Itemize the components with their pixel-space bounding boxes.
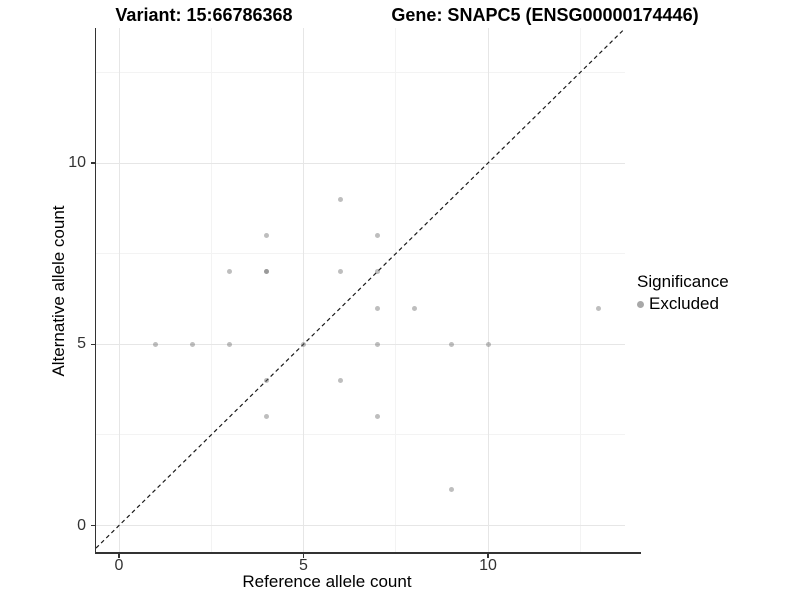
data-point (264, 269, 270, 275)
data-point (264, 414, 270, 420)
gridline-y-major (96, 525, 625, 526)
gridline-x-major (487, 28, 489, 552)
data-point (337, 196, 343, 202)
legend: Significance Excluded (637, 272, 729, 314)
x-tick-mark (302, 553, 305, 558)
y-tick-label: 0 (77, 516, 86, 534)
data-point (190, 341, 196, 347)
legend-title: Significance (637, 272, 729, 291)
data-point (485, 341, 491, 347)
legend-item-label: Excluded (649, 294, 719, 313)
gridline-x-major (118, 28, 120, 552)
x-axis-line (94, 552, 641, 554)
data-point (227, 341, 233, 347)
data-point (264, 378, 270, 383)
data-point (227, 269, 233, 275)
x-tick-mark (118, 553, 120, 558)
gridline-x-major (303, 28, 304, 552)
gridline-x-minor (210, 28, 212, 552)
gridline-y-major (96, 343, 625, 345)
gridline-x-minor (579, 28, 581, 552)
data-point (374, 341, 380, 347)
data-point (301, 341, 306, 347)
data-point (448, 486, 454, 492)
data-point (411, 305, 417, 311)
gene-title: Gene: SNAPC5 (ENSG00000174446) (391, 5, 699, 25)
legend-item-excluded: Excluded (637, 294, 729, 314)
gridline-x-minor (395, 28, 397, 552)
excluded-point-icon (637, 300, 644, 308)
data-point (153, 341, 159, 347)
x-tick-label: 0 (114, 557, 124, 574)
y-axis-line (94, 28, 96, 554)
variant-title: Variant: 15:66786368 (115, 5, 293, 25)
y-axis-title: Alternative allele count (49, 205, 68, 377)
data-point (264, 233, 270, 238)
x-tick-label: 10 (479, 557, 497, 574)
gridline-y-minor (96, 434, 625, 436)
data-point (337, 269, 343, 275)
plot-panel (95, 27, 626, 552)
data-point (337, 378, 343, 383)
x-tick-mark (487, 553, 489, 558)
data-point (448, 341, 454, 347)
data-point (374, 233, 380, 238)
gridline-y-minor (96, 71, 625, 73)
x-axis-title: Reference allele count (242, 572, 412, 591)
data-point (264, 269, 270, 275)
gridline-y-minor (96, 253, 625, 255)
data-point (374, 305, 380, 311)
identity-dashed-line (95, 27, 626, 549)
data-point (374, 414, 380, 420)
data-point (596, 305, 602, 311)
gridline-y-major (96, 162, 625, 164)
data-point (374, 269, 380, 275)
